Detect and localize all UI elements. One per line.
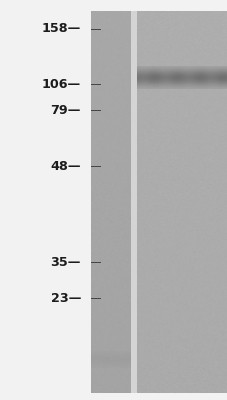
Text: 106—: 106— — [42, 78, 81, 90]
Text: 35—: 35— — [50, 256, 81, 268]
Text: 48—: 48— — [50, 160, 81, 172]
Bar — [131, 11, 137, 393]
Bar — [137, 11, 227, 393]
Text: 23—: 23— — [50, 292, 81, 304]
Text: 158—: 158— — [42, 22, 81, 35]
Text: 79—: 79— — [50, 104, 81, 116]
Bar — [0, 0, 91, 400]
Bar — [91, 11, 131, 393]
